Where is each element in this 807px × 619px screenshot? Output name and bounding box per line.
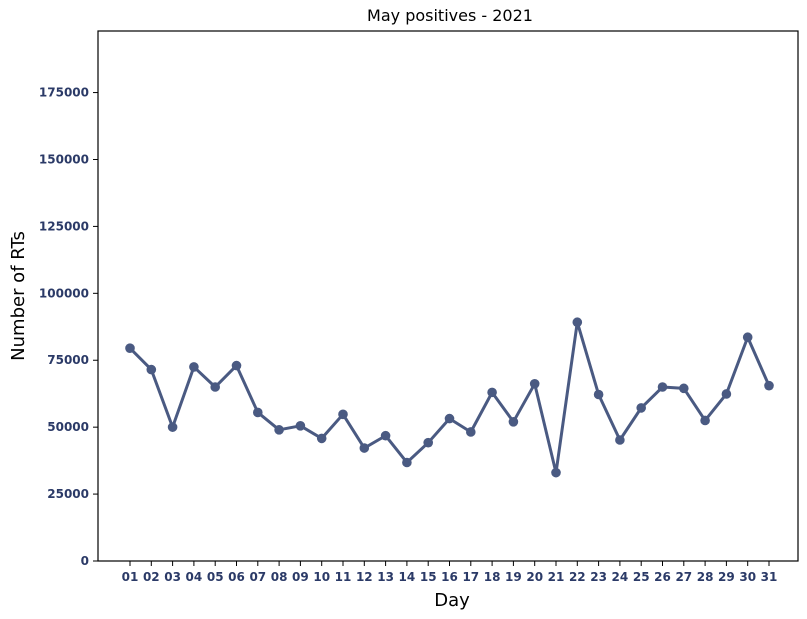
- data-point: [679, 383, 689, 394]
- data-point: [338, 409, 348, 420]
- y-tick-label: 75000: [47, 353, 89, 367]
- x-tick-label: 04: [186, 570, 203, 584]
- data-point: [487, 387, 497, 398]
- x-tick-label: 30: [739, 570, 756, 584]
- y-tick-label: 100000: [39, 286, 89, 300]
- x-tick-label: 02: [143, 570, 160, 584]
- x-tick-label: 25: [633, 570, 650, 584]
- data-point: [231, 360, 242, 371]
- x-tick-label: 17: [462, 570, 479, 584]
- series-line: [128, 320, 771, 475]
- x-tick-label: 16: [441, 570, 458, 584]
- data-point: [274, 425, 284, 435]
- data-point: [444, 413, 455, 424]
- x-tick-label: 06: [228, 570, 245, 584]
- data-point: [700, 415, 710, 426]
- x-tick-label: 28: [697, 570, 714, 584]
- x-axis-label: Day: [434, 590, 470, 611]
- data-point: [572, 317, 583, 328]
- y-tick-label: 50000: [47, 420, 89, 434]
- data-point: [764, 380, 774, 391]
- x-tick-label: 05: [207, 570, 224, 584]
- series-layer: [125, 317, 774, 478]
- data-point: [167, 422, 178, 432]
- data-point: [657, 382, 668, 392]
- x-tick-label: 12: [356, 570, 373, 584]
- y-tick-label: 150000: [39, 152, 89, 166]
- data-point: [125, 343, 135, 353]
- x-tick-label: 26: [654, 570, 671, 584]
- x-tick-label: 08: [271, 570, 288, 584]
- data-point: [551, 467, 561, 478]
- data-point: [402, 457, 412, 468]
- x-tick-label: 24: [612, 570, 629, 584]
- x-tick-label: 18: [484, 570, 501, 584]
- x-tick-label: 15: [420, 570, 437, 584]
- x-tick-label: 11: [335, 570, 352, 584]
- data-point: [210, 382, 220, 392]
- data-point: [742, 332, 753, 343]
- x-tick-label: 19: [505, 570, 522, 584]
- x-tick-label: 10: [313, 570, 330, 584]
- chart-title: May positives - 2021: [367, 6, 533, 25]
- x-tick-label: 23: [590, 570, 607, 584]
- x-tick-label: 03: [164, 570, 181, 584]
- y-axis-label: Number of RTs: [8, 231, 29, 361]
- y-tick-label: 25000: [47, 487, 89, 501]
- y-axis: 0 25000 50000 75000 100000 125000 150000 175000: [39, 86, 98, 568]
- x-tick-label: 21: [548, 570, 565, 584]
- x-tick-label: 31: [761, 570, 778, 584]
- x-tick-label: 27: [675, 570, 692, 584]
- x-axis: 01 02 03 04 05 06 07 08 09 10 11 12 13 14 15 16 17 18 19 20…: [122, 561, 778, 584]
- data-point: [423, 437, 434, 448]
- x-tick-label: 20: [526, 570, 543, 584]
- data-point: [466, 427, 476, 437]
- x-tick-label: 29: [718, 570, 735, 584]
- y-tick-label: 175000: [39, 86, 89, 100]
- x-tick-label: 07: [249, 570, 266, 584]
- y-tick-label: 125000: [39, 219, 89, 233]
- data-point: [529, 378, 540, 389]
- x-tick-label: 09: [292, 570, 309, 584]
- data-point: [295, 421, 306, 431]
- data-point: [252, 407, 263, 418]
- data-point: [508, 417, 519, 427]
- data-point: [636, 403, 646, 413]
- x-tick-label: 14: [399, 570, 416, 584]
- data-point: [146, 364, 157, 375]
- data-point: [380, 430, 391, 441]
- x-tick-label: 13: [377, 570, 394, 584]
- data-point: [593, 389, 604, 400]
- data-point: [189, 362, 199, 372]
- data-point: [359, 443, 370, 453]
- data-point: [721, 389, 732, 399]
- data-point: [316, 433, 327, 444]
- plot-frame: [97, 30, 799, 562]
- y-tick-label: 0: [81, 554, 89, 568]
- data-point: [615, 435, 625, 445]
- x-tick-label: 01: [122, 570, 139, 584]
- x-tick-label: 22: [569, 570, 586, 584]
